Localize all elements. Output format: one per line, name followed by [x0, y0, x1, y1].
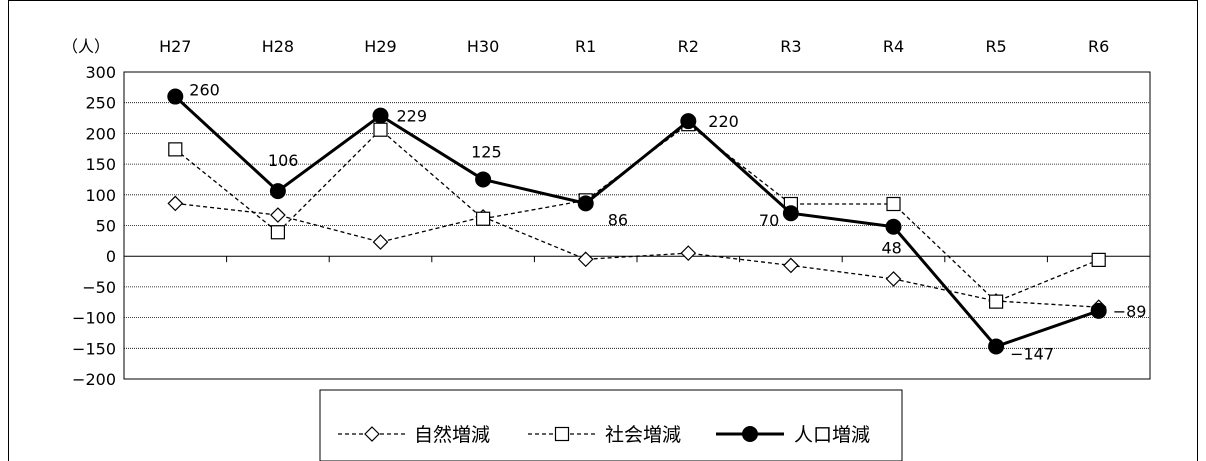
y-tick-label: 200	[85, 124, 116, 143]
data-point-population	[372, 107, 389, 124]
labels-group: 260 106 229 125 86 220 70 48 −147 −89	[189, 81, 1146, 364]
data-point-social	[988, 294, 1004, 309]
data-point-social	[476, 211, 491, 226]
legend-label: 社会増減	[605, 424, 681, 446]
y-tick-label: −200	[72, 370, 116, 389]
series-group	[167, 88, 1107, 355]
data-label: −89	[1113, 302, 1147, 321]
data-label: −147	[1010, 344, 1054, 363]
y-tick-label: −150	[72, 339, 116, 358]
series-line-1	[175, 202, 1099, 308]
data-point-population	[782, 205, 799, 222]
data-label: 48	[882, 239, 902, 258]
data-point-natural	[372, 234, 389, 250]
data-point-population	[475, 171, 492, 188]
data-point-natural	[577, 251, 594, 268]
data-point-social	[168, 142, 183, 157]
x-category-label: H28	[262, 37, 294, 56]
series-line-2	[174, 123, 1099, 303]
data-label: 220	[708, 112, 739, 131]
data-point-natural	[167, 195, 184, 212]
data-label: 229	[397, 107, 428, 126]
y-tick-label: 250	[85, 94, 116, 113]
y-tick-label: 50	[96, 217, 116, 236]
data-point-natural	[680, 245, 697, 261]
data-point-population	[680, 113, 697, 130]
axes: 300 250 200 150 100 50 0 −50 −100 −150 −200 H27 H28 H…	[72, 37, 1151, 389]
data-point-social	[886, 196, 901, 212]
legend-box	[319, 389, 903, 461]
x-category-label: R4	[883, 37, 904, 56]
x-category-label: R1	[575, 37, 596, 56]
data-label: 125	[471, 142, 502, 161]
data-point-population	[269, 183, 286, 200]
legend-marker-diamond	[364, 426, 380, 442]
y-tick-label: 100	[85, 186, 116, 205]
data-point-population	[1090, 302, 1107, 319]
y-tick-label: 0	[106, 247, 116, 266]
y-axis-unit-label: （人）	[62, 37, 110, 56]
x-category-label: R5	[985, 37, 1006, 56]
data-point-population	[988, 338, 1005, 355]
y-tick-label: 300	[85, 63, 116, 82]
legend-marker-square	[554, 426, 570, 442]
series-line-3	[174, 95, 1100, 349]
data-label: 86	[608, 210, 628, 229]
x-category-label: R2	[678, 37, 699, 56]
gridlines	[124, 102, 1150, 349]
y-tick-label: −100	[72, 309, 116, 328]
data-point-population	[167, 88, 184, 105]
data-point-social	[373, 122, 388, 137]
x-category-label: R3	[780, 37, 801, 56]
data-point-natural	[885, 271, 902, 287]
data-label: 260	[189, 81, 220, 100]
legend-label: 自然増減	[414, 424, 490, 446]
x-category-label: H27	[159, 37, 191, 56]
data-point-social	[1091, 252, 1106, 267]
y-tick-label: 150	[85, 155, 116, 174]
plot-area-border	[123, 71, 1151, 380]
x-category-label: H29	[364, 37, 396, 56]
x-category-label: H30	[467, 37, 499, 56]
y-tick-label: −50	[82, 278, 116, 297]
data-point-population	[577, 195, 594, 212]
data-label: 70	[759, 211, 779, 230]
data-point-population	[885, 218, 902, 235]
legend: 自然増減 社会増減 人口増減	[319, 389, 903, 461]
data-label: 106	[268, 151, 299, 170]
data-point-natural	[783, 257, 799, 274]
data-point-natural	[270, 207, 286, 223]
x-category-label: R6	[1088, 37, 1109, 56]
data-point-social	[270, 225, 285, 240]
legend-marker-circle	[742, 426, 758, 442]
chart-frame	[8, 0, 1198, 461]
legend-label: 人口増減	[794, 424, 870, 446]
